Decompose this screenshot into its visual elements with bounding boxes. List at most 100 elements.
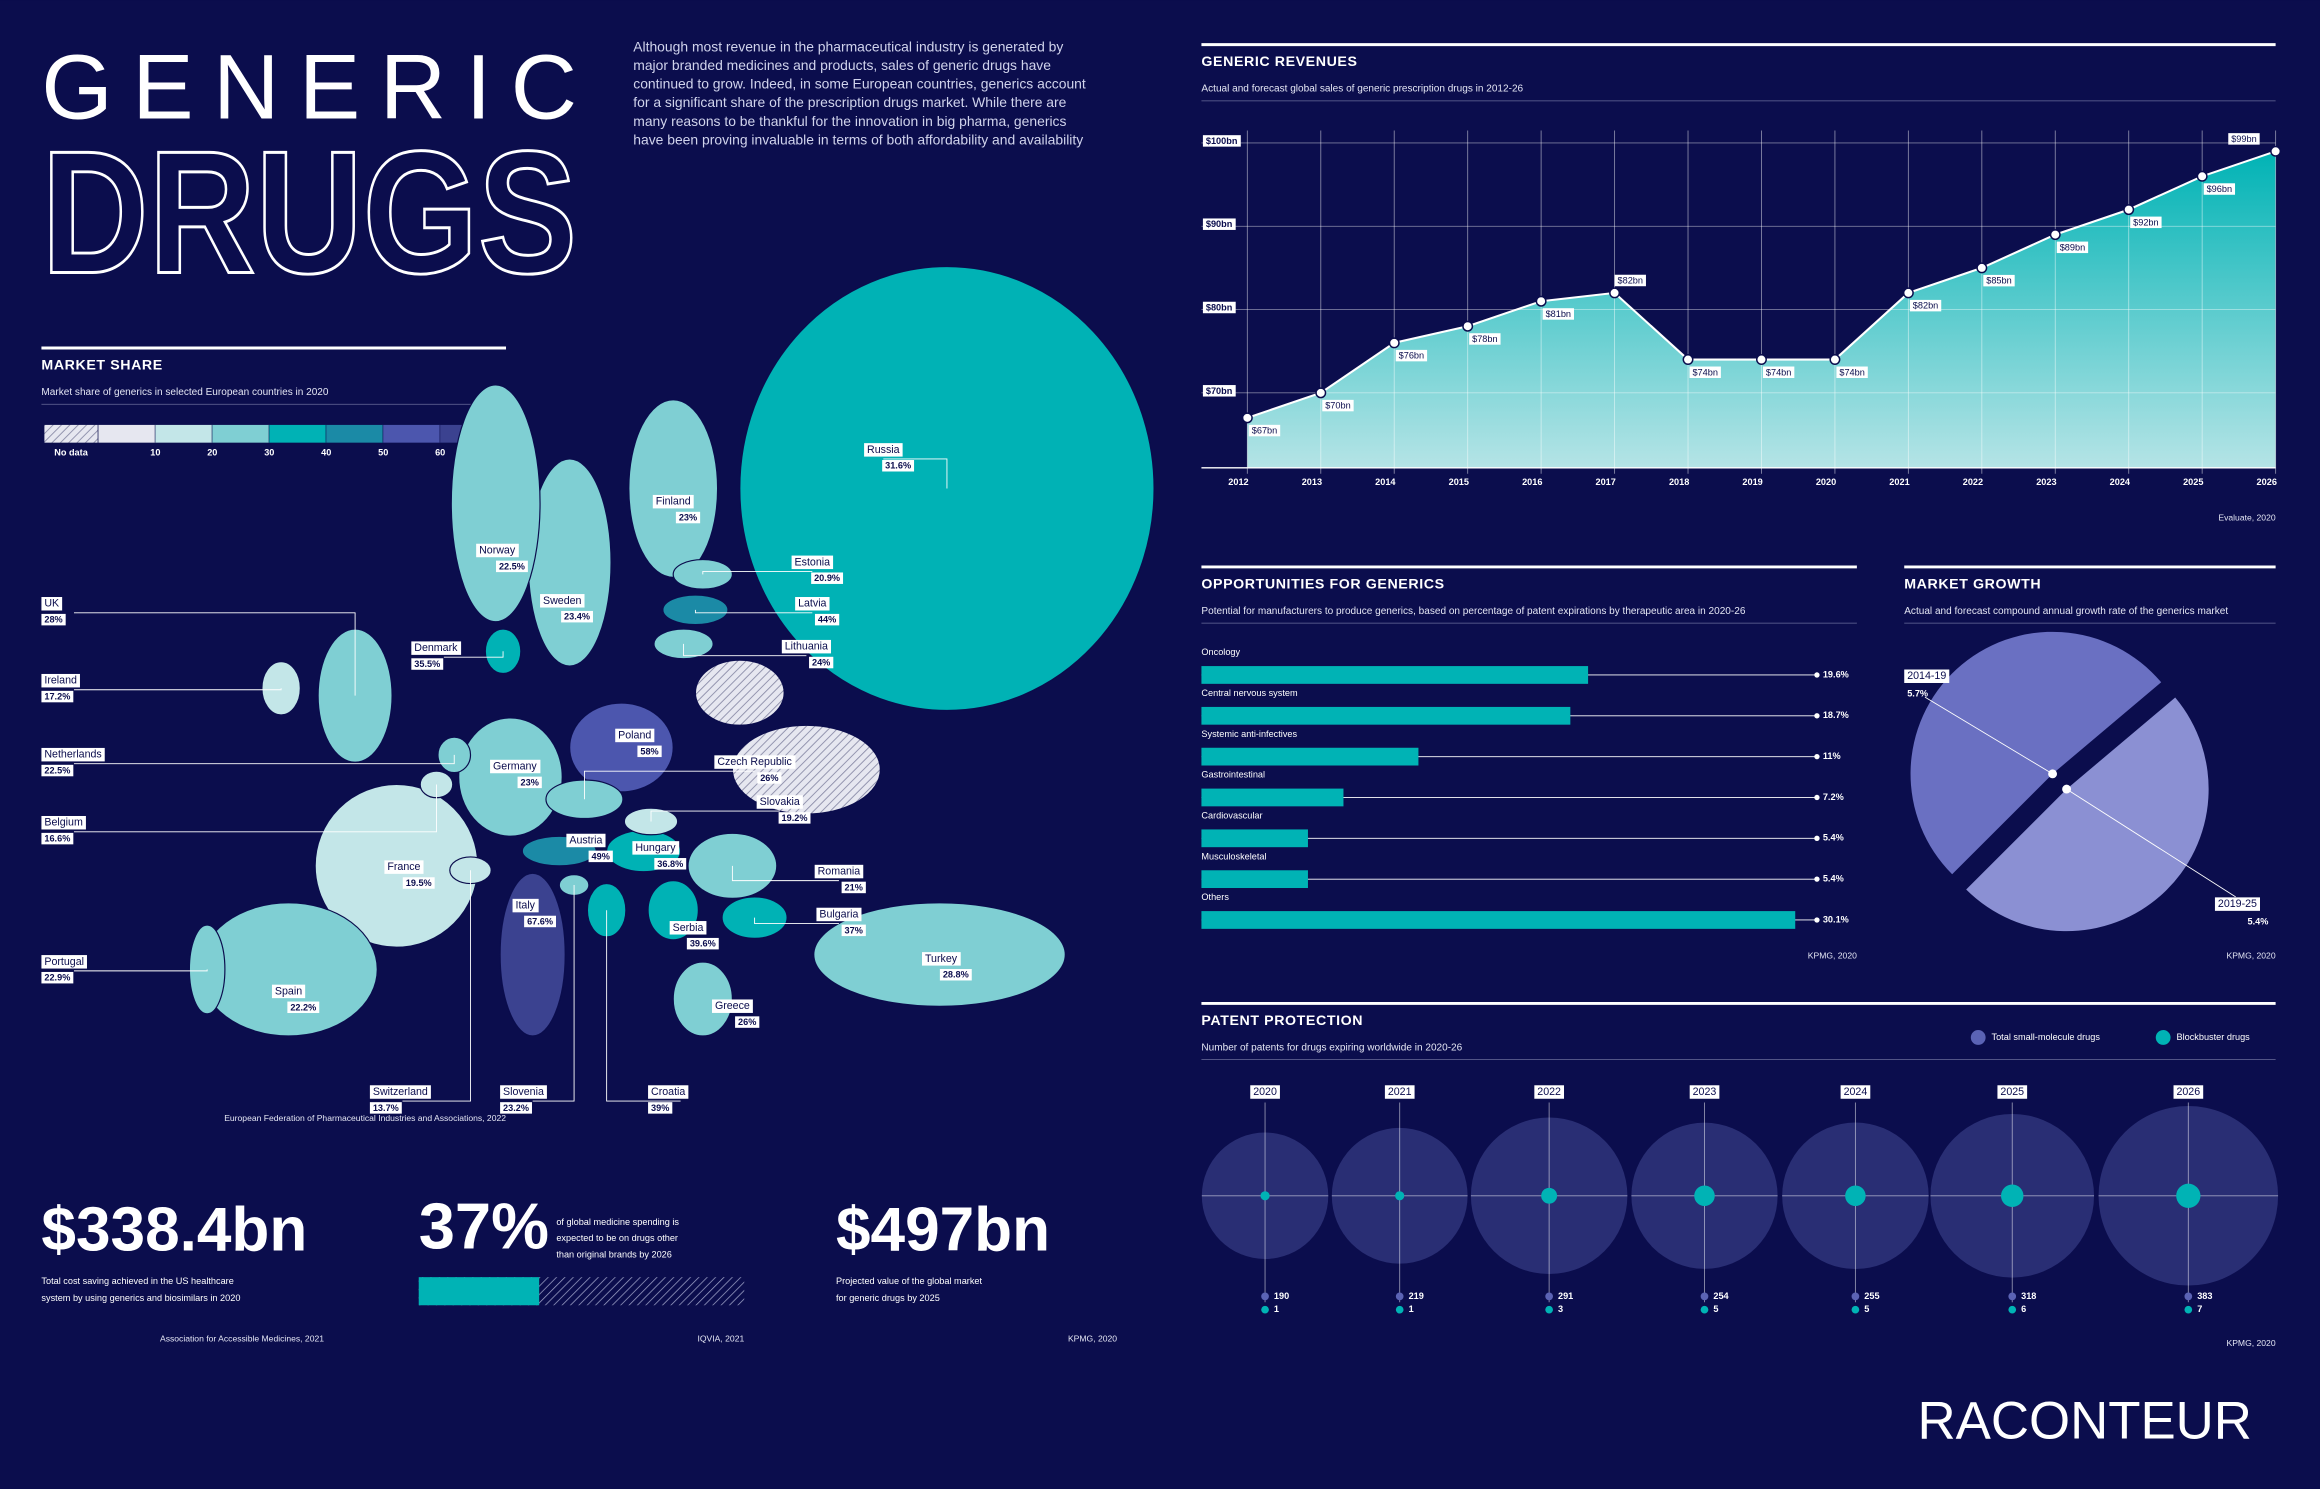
label-box [500,1102,532,1114]
legend-label: Total small-molecule drugs [1992,1032,2101,1042]
stat-text: of global medicine spending is [556,1217,679,1227]
year-label: 2021 [1388,1086,1412,1098]
bubble-blockbuster [2001,1184,2024,1208]
country-label: Finland [656,496,691,508]
x-tick-label: 2016 [1522,477,1542,487]
country-value: 23.2% [503,1103,529,1113]
label-box [675,511,701,524]
country-value: 31.6% [885,461,911,471]
value-label: $92bn [2133,217,2158,227]
label-box [1202,301,1236,314]
country [628,399,719,578]
country-value: 22.9% [44,973,70,983]
label-box [41,971,74,984]
label-box [841,881,866,894]
country-value: 17.2% [44,692,70,702]
bar-end-dot [1814,794,1820,801]
stat-value: $497bn [836,1196,1050,1265]
value-label: 11% [1823,751,1841,761]
country-value: 20.9% [814,573,840,583]
section-title: MARKET GROWTH [1904,576,2041,592]
point [2270,145,2282,157]
label-box [757,772,782,784]
value-label: 7.2% [1823,792,1844,802]
section-subtitle: Actual and forecast global sales of gene… [1201,84,1523,95]
country [450,384,541,623]
label-box [882,460,915,472]
x-tick-label: 2017 [1596,477,1616,487]
count-dot [1700,1292,1709,1301]
country-value: 28.8% [943,970,969,980]
category-label: Gastrointestinal [1201,770,1265,780]
country-value: 37% [845,925,863,935]
section-subtitle: Number of patents for drugs expiring wor… [1201,1042,1462,1053]
count-dot [1545,1305,1553,1314]
category-label: Central nervous system [1201,688,1298,698]
label-box [402,877,435,889]
count-dot [1851,1292,1860,1301]
country-label: Bulgaria [819,908,858,920]
value-label: $78bn [1472,334,1497,344]
label-box [41,955,87,969]
point [1388,337,1400,349]
country-label: Slovenia [503,1086,544,1098]
value-label: $67bn [1252,426,1277,436]
year-label: 2024 [1844,1086,1868,1098]
stat-text: for generic drugs by 2025 [836,1293,940,1303]
no-data-region [694,659,785,726]
country-value: 23% [679,513,697,523]
leader-line [754,917,839,924]
country-label: Czech Republic [717,756,792,768]
country-value: 19.5% [406,878,432,888]
label-box [2214,897,2260,911]
value-label: $82bn [1618,275,1643,285]
category-label: Others [1201,892,1229,902]
no-data-region [731,724,881,815]
country-value: 39% [651,1103,669,1113]
country-label: France [387,861,420,873]
year-label: 2020 [1253,1086,1277,1098]
label-box [816,907,862,922]
label-box [1762,366,1795,379]
label-box [271,984,306,999]
pie-slice [1910,631,2162,875]
country-value: 35.5% [414,659,440,669]
x-tick-label: 2023 [2036,477,2056,487]
count-label: 383 [2197,1291,2212,1301]
label-box [41,597,63,611]
count-label: 5 [1864,1304,1869,1314]
value-label: $76bn [1399,351,1424,361]
count-label: 291 [1558,1291,1573,1301]
label-box [841,924,866,937]
country-label: Romania [818,866,861,878]
country [458,717,563,837]
country-label: Poland [618,729,651,741]
country-label: Hungary [635,842,676,854]
x-tick-label: 2012 [1228,477,1248,487]
label-box [1202,135,1241,147]
leader-line [73,969,208,972]
country-value: 49% [592,851,610,861]
legend-label: Blockbuster drugs [2176,1032,2250,1042]
value-label: $74bn [1839,367,1864,377]
label-box [1248,424,1281,437]
bubble-blockbuster [1260,1191,1270,1201]
country-label: Belgium [44,817,83,829]
count-label: 219 [1409,1291,1424,1301]
value-label: 5.4% [1823,874,1844,884]
country-label: Turkey [925,953,958,965]
bar-end-dot [1814,876,1820,882]
stat-text: Total cost saving achieved in the US hea… [41,1276,233,1286]
category-label: Systemic anti-infectives [1201,729,1297,739]
leader-line [532,885,575,1102]
leader-line [883,458,948,489]
label-box [411,641,462,655]
country-value: 22.5% [44,766,70,776]
point [1829,354,1841,366]
point [1609,287,1621,299]
country [672,961,733,1037]
bar [1201,666,1589,684]
x-tick-label: 2020 [1816,477,1836,487]
year-label: 2026 [2176,1086,2200,1098]
